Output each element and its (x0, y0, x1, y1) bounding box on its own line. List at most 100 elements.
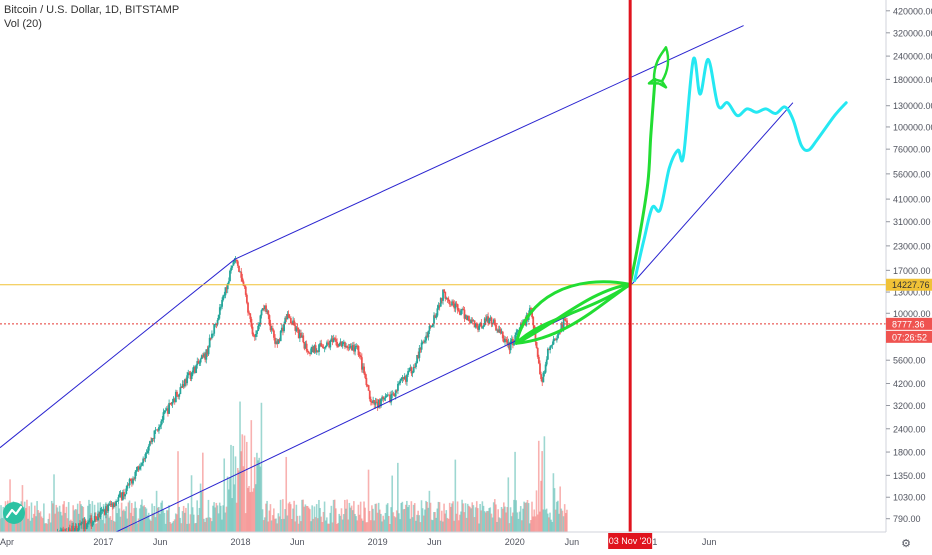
candle-body (384, 398, 386, 399)
x-tick-label: Jun (702, 537, 717, 547)
candle-body (360, 356, 362, 357)
candle-body (213, 324, 215, 333)
candle-body (553, 339, 555, 344)
candle-body (407, 371, 409, 375)
candle-body (400, 379, 402, 380)
y-tick-label: 1030.00 (893, 493, 926, 503)
candle-body (212, 334, 214, 335)
candle-body (140, 466, 142, 467)
candle-body (249, 313, 251, 319)
candle-body (237, 261, 239, 266)
y-tick-label: 4200.00 (893, 379, 926, 389)
candle-body (252, 327, 254, 335)
candle-body (147, 451, 149, 453)
plot-background (0, 0, 886, 532)
y-tick-label: 5600.00 (893, 356, 926, 366)
candle-body (447, 298, 449, 299)
candle-body (191, 373, 193, 379)
candle-body (444, 292, 446, 299)
candle-body (320, 343, 322, 346)
candle-body (399, 380, 401, 383)
y-tick-label: 56000.00 (893, 169, 931, 179)
candle-body (370, 399, 372, 402)
candle-body (488, 319, 490, 323)
x-tick-label: 2019 (368, 537, 388, 547)
candle-body (165, 410, 167, 411)
candle-body (545, 364, 547, 372)
candle-body (478, 326, 480, 330)
candle-body (133, 479, 135, 480)
candle-body (556, 338, 558, 340)
candle-body (117, 497, 119, 501)
candle-body (244, 286, 246, 287)
candle-body (364, 374, 366, 378)
candle-body (93, 522, 95, 523)
price-badge-label: 14227.76 (892, 280, 930, 290)
candle-body (179, 387, 181, 394)
candle-body (544, 373, 546, 374)
candle-body (267, 311, 269, 315)
candle-body (335, 339, 337, 342)
candle-body (95, 516, 97, 519)
candle-body (222, 295, 224, 300)
candle-body (245, 287, 247, 295)
candle-body (449, 301, 451, 304)
candle-body (369, 391, 371, 399)
y-tick-label: 23000.00 (893, 241, 931, 251)
price-badge-label: 07:26:52 (892, 332, 927, 342)
candle-body (258, 324, 260, 326)
candle-body (536, 342, 538, 348)
candle-body (199, 362, 201, 363)
candle-body (250, 319, 252, 327)
candle-body (302, 335, 304, 342)
candle-body (80, 523, 82, 525)
volume-label: Vol (20) (4, 17, 179, 31)
candle-body (564, 319, 566, 321)
candle-body (505, 339, 507, 340)
candle-body (163, 412, 165, 420)
candle-body (310, 348, 312, 353)
x-tick-label: Apr (0, 537, 14, 547)
candle-body (238, 266, 240, 272)
candle-body (550, 345, 552, 346)
candle-body (413, 367, 415, 372)
candle-body (145, 454, 147, 459)
candle-body (288, 314, 290, 318)
y-tick-label: 240000.00 (893, 52, 932, 62)
y-tick-label: 2400.00 (893, 424, 926, 434)
candle-body (549, 347, 551, 350)
candle-body (223, 295, 225, 296)
candle-body (247, 303, 249, 313)
candle-body (408, 371, 410, 372)
candle-body (209, 338, 211, 348)
candle-body (261, 310, 263, 315)
candle-body (158, 427, 160, 431)
candle-body (334, 338, 336, 339)
candle-body (176, 392, 178, 396)
candle-body (172, 402, 174, 404)
y-tick-label: 420000.00 (893, 6, 932, 16)
candle-body (240, 272, 242, 278)
candle-body (236, 260, 238, 262)
candle-body (551, 344, 553, 345)
candle-body (557, 334, 559, 339)
candle-body (124, 494, 126, 496)
candle-body (542, 373, 544, 383)
candle-body (246, 295, 248, 303)
candle-body (412, 372, 414, 373)
date-marker-label: 03 Nov '20 (609, 536, 652, 546)
candle-body (358, 346, 360, 355)
candle-body (338, 344, 340, 346)
candle-body (546, 360, 548, 365)
candle-body (502, 332, 504, 339)
y-tick-label: 320000.00 (893, 28, 932, 38)
candle-body (200, 359, 202, 362)
candle-body (354, 347, 356, 351)
candle-body (232, 262, 234, 266)
x-tick-label: 2020 (505, 537, 525, 547)
candle-body (221, 300, 223, 307)
candle-body (119, 494, 121, 497)
candle-body (146, 453, 148, 454)
